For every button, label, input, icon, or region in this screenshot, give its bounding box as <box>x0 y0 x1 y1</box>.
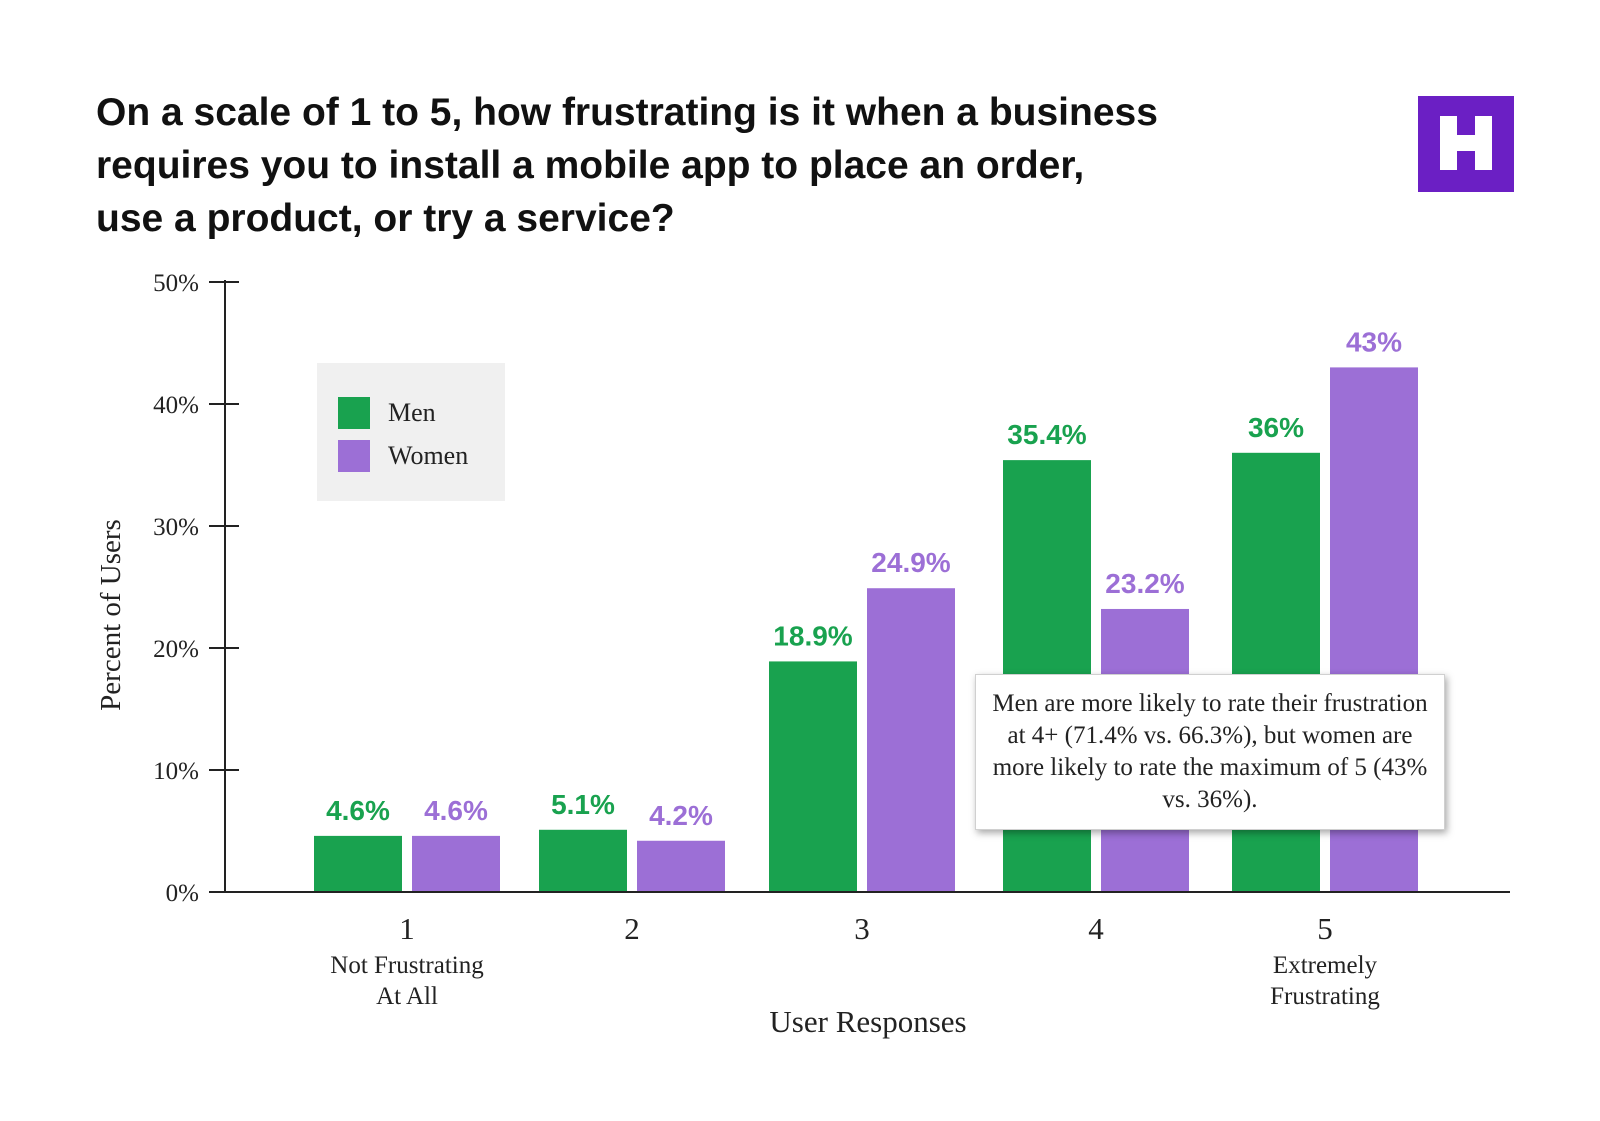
chart-title-line-2: requires you to install a mobile app to … <box>96 144 1085 187</box>
chart-title-line-1: On a scale of 1 to 5, how frustrating is… <box>96 91 1158 134</box>
bar-label-men-1: 4.6% <box>326 795 390 826</box>
x-tick-label: 2 <box>624 911 640 946</box>
x-tick-sublabel: Extremely <box>1273 952 1378 979</box>
chart-title-line-3: use a product, or try a service? <box>96 197 675 240</box>
x-tick-label: 5 <box>1317 911 1333 946</box>
bar-men-1 <box>314 835 402 892</box>
legend-swatch-women <box>338 440 370 472</box>
x-tick-label: 3 <box>854 911 870 946</box>
y-tick-label: 10% <box>153 758 199 785</box>
bar-label-women-1: 4.6% <box>424 795 488 826</box>
x-tick-sublabel: Frustrating <box>1270 983 1380 1010</box>
bar-label-women-2: 4.2% <box>649 800 713 831</box>
bar-women-1 <box>412 835 500 892</box>
insight-callout: Men are more likely to rate their frustr… <box>975 674 1445 830</box>
bar-label-men-2: 5.1% <box>551 789 615 820</box>
bar-label-men-3: 18.9% <box>773 620 852 651</box>
chart-title: On a scale of 1 to 5, how frustrating is… <box>96 86 1246 245</box>
h-logo-icon <box>1440 116 1492 170</box>
y-axis-title: Percent of Users <box>95 519 127 711</box>
x-tick-sublabel: Not Frustrating <box>330 952 484 979</box>
bar-label-men-5: 36% <box>1248 412 1304 443</box>
bar-women-2 <box>637 840 725 892</box>
bar-men-3 <box>769 661 857 892</box>
x-tick-label: 1 <box>399 911 415 946</box>
bar-label-women-4: 23.2% <box>1105 568 1184 599</box>
insight-callout-text: Men are more likely to rate their frustr… <box>992 690 1428 813</box>
legend-swatch-men <box>338 397 370 429</box>
x-axis-title: User Responses <box>769 1004 966 1039</box>
bar-label-women-5: 43% <box>1346 326 1402 357</box>
x-tick-label: 4 <box>1088 911 1104 946</box>
bar-label-women-3: 24.9% <box>871 547 950 578</box>
y-tick-label: 0% <box>166 880 199 907</box>
bar-label-men-4: 35.4% <box>1007 419 1086 450</box>
legend-label-women: Women <box>388 441 468 470</box>
bar-women-3 <box>867 588 955 892</box>
y-tick-label: 40% <box>153 392 199 419</box>
y-tick-label: 20% <box>153 636 199 663</box>
legend-label-men: Men <box>388 398 436 427</box>
y-tick-label: 50% <box>153 270 199 297</box>
brand-logo <box>1418 96 1514 192</box>
y-tick-label: 30% <box>153 514 199 541</box>
x-tick-sublabel: At All <box>376 983 438 1010</box>
bar-men-2 <box>539 829 627 892</box>
legend-box <box>317 363 505 501</box>
